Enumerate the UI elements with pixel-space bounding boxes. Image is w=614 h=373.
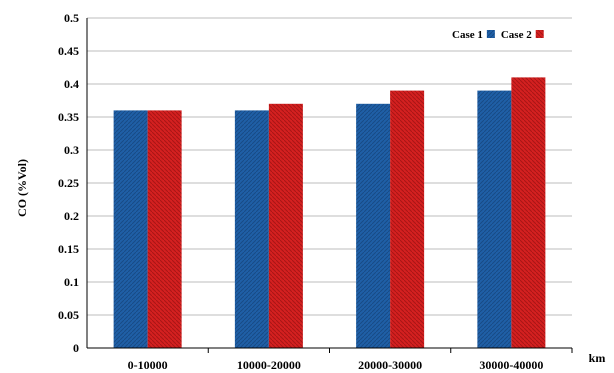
bar-case-1 [356, 103, 391, 348]
axes-group [86, 18, 573, 353]
bars-group [113, 77, 546, 349]
y-tick-label: 0.05 [58, 308, 79, 322]
y-tick-label: 0.15 [58, 242, 79, 256]
bar-case-2 [390, 90, 425, 348]
y-tick-label: 0.35 [58, 110, 79, 124]
legend-swatch-case-2 [535, 30, 544, 38]
y-tick-label: 0.25 [58, 176, 79, 190]
y-tick-label: 0.1 [64, 275, 79, 289]
x-tick-label: 30000-40000 [479, 358, 543, 372]
y-tick-label: 0 [73, 341, 79, 355]
y-tick-label: 0.2 [64, 209, 79, 223]
y-tick-label: 0.5 [64, 11, 79, 25]
x-tick-label: 0-10000 [128, 358, 168, 372]
y-axis-label: CO (%Vol) [15, 159, 29, 217]
bar-case-2 [511, 77, 546, 349]
y-tick-label: 0.4 [64, 77, 79, 91]
x-tick-label: 10000-20000 [237, 358, 301, 372]
bar-case-1 [477, 90, 512, 348]
x-tick-label: 20000-30000 [358, 358, 422, 372]
bar-case-2 [147, 110, 182, 349]
bar-case-2 [268, 103, 303, 348]
legend: Case 1 Case 2 [452, 29, 544, 41]
bar-case-1 [113, 110, 148, 349]
y-tick-labels: 0 0.05 0.1 0.15 0.2 0.25 0.3 0.35 0.4 0.45 0.5 [58, 11, 79, 355]
legend-swatch-case-1 [486, 30, 495, 38]
legend-label: Case 1 [452, 29, 483, 41]
y-tick-label: 0.3 [64, 143, 79, 157]
x-axis-label: km [589, 351, 606, 365]
bar-case-1 [234, 110, 269, 349]
legend-label: Case 2 [501, 29, 532, 41]
y-tick-label: 0.45 [58, 44, 79, 58]
x-tick-labels: 0-10000 10000-20000 20000-30000 30000-40000 [128, 358, 544, 372]
